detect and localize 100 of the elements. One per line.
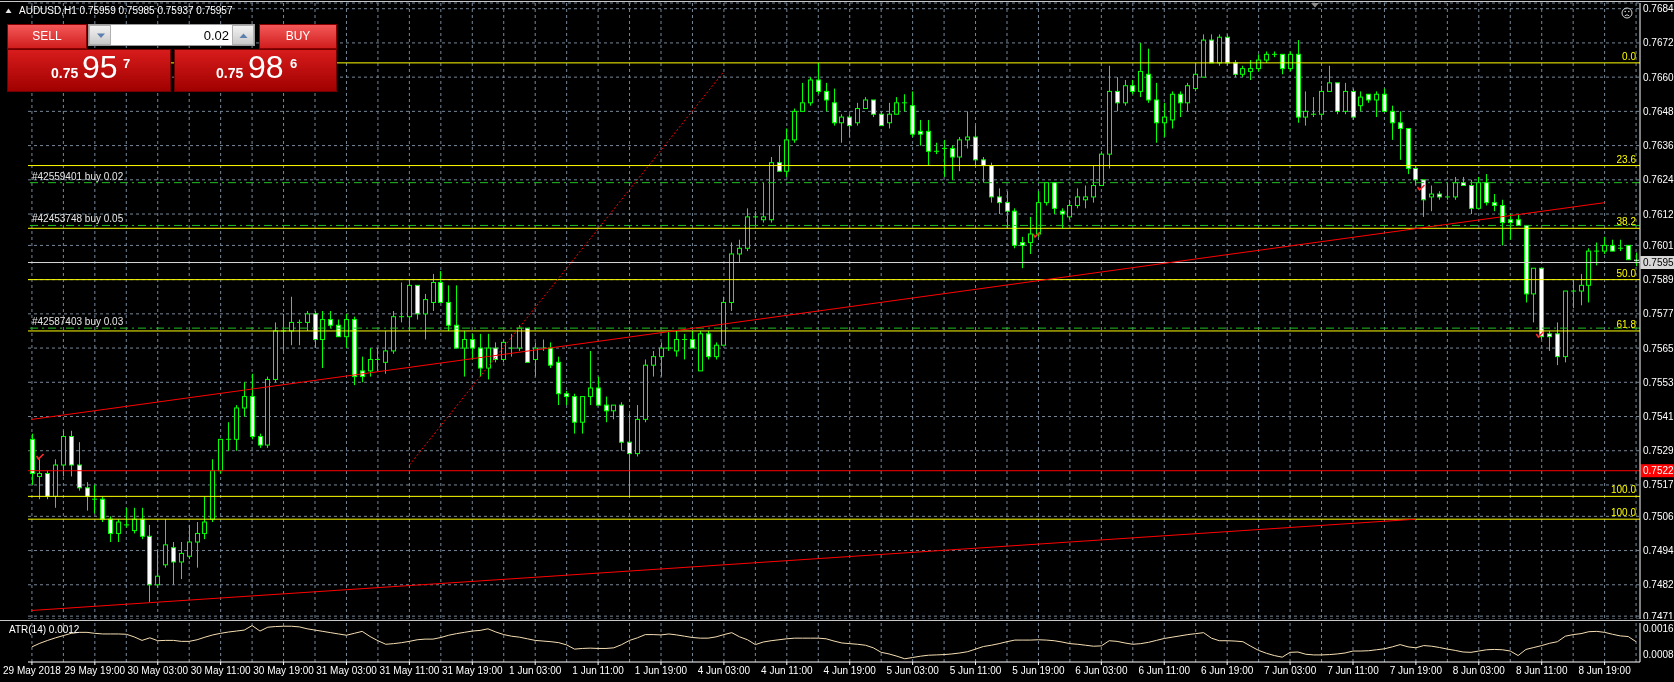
- candlestick: [1453, 176, 1458, 201]
- candlestick: [1060, 207, 1065, 229]
- x-tick-label: 5 Jun 19:00: [1012, 665, 1066, 677]
- candlestick: [438, 270, 443, 303]
- annotation: 95: [82, 49, 118, 85]
- candlestick: [1547, 330, 1552, 352]
- candlestick: [1319, 85, 1324, 118]
- annotation: BUY: [285, 29, 311, 43]
- candlestick: [454, 284, 459, 349]
- y-tick-label: 0.7684: [1643, 3, 1674, 15]
- ref-line-label: #42559401 buy 0.02: [32, 170, 124, 182]
- candlestick: [383, 330, 388, 375]
- candlestick: [1390, 105, 1395, 141]
- candlestick: [1594, 242, 1599, 266]
- candlestick: [548, 341, 553, 369]
- candlestick: [108, 515, 113, 543]
- candlestick: [1162, 102, 1167, 138]
- x-tick-label: 7 Jun 11:00: [1327, 665, 1380, 677]
- y-tick-label: 0.7482: [1643, 579, 1674, 591]
- candlestick: [132, 507, 137, 534]
- y-tick-label: 0.7612: [1643, 208, 1674, 220]
- x-tick-label: 6 Jun 03:00: [1075, 665, 1128, 677]
- x-tick-label: 31 May 19:00: [441, 665, 504, 677]
- x-tick-label: 1 Jun 03:00: [509, 665, 562, 677]
- x-tick-label: 30 May 11:00: [190, 665, 252, 677]
- candlestick: [1413, 165, 1418, 187]
- x-tick-label: 6 Jun 19:00: [1201, 665, 1254, 677]
- candlestick: [1020, 236, 1025, 269]
- candlestick: [965, 110, 970, 149]
- annotation: 7: [123, 56, 131, 71]
- candlestick: [77, 441, 82, 492]
- candlestick: [100, 495, 105, 523]
- annotation: 100.0: [1610, 507, 1637, 519]
- candlestick: [431, 273, 436, 312]
- candlestick: [92, 484, 97, 514]
- x-tick-label: 5 Jun 11:00: [949, 665, 1002, 677]
- candlestick: [1123, 79, 1128, 107]
- candlestick: [1185, 82, 1190, 112]
- candlestick: [839, 113, 844, 144]
- buy-price-box: 0.75 98 6: [174, 49, 337, 92]
- candlestick: [1382, 88, 1387, 112]
- x-tick-label: 4 Jun 19:00: [823, 665, 877, 677]
- candlestick: [478, 333, 483, 378]
- candlestick: [887, 102, 892, 129]
- candlestick: [934, 142, 939, 155]
- candlestick: [973, 125, 978, 167]
- candlestick: [124, 507, 129, 529]
- candlestick: [1618, 239, 1623, 252]
- y-tick-label: 0.0016: [1643, 623, 1674, 635]
- candlestick: [659, 341, 664, 378]
- x-tick-label: 29 May 2018: [3, 665, 62, 677]
- candlestick: [1398, 110, 1403, 161]
- candlestick: [1358, 90, 1363, 112]
- candlestick: [446, 284, 451, 332]
- candlestick: [1579, 273, 1584, 306]
- annotation: 0.75: [51, 65, 79, 81]
- x-tick-label: 1 Jun 11:00: [572, 665, 625, 677]
- candlestick: [942, 139, 947, 178]
- candlestick: [737, 239, 742, 264]
- candlestick: [462, 330, 467, 378]
- candlestick: [533, 341, 538, 378]
- candlestick: [1508, 213, 1513, 241]
- candlestick: [399, 281, 404, 323]
- candlestick: [1075, 187, 1080, 209]
- y-tick-label: 0.7636: [1643, 140, 1674, 152]
- candlestick: [816, 62, 821, 95]
- x-tick-label: 30 May 19:00: [253, 665, 315, 677]
- y-tick-label: 0.7648: [1643, 105, 1674, 117]
- candlestick: [1178, 90, 1183, 118]
- x-tick-label: 1 Jun 19:00: [634, 665, 688, 677]
- annotation: 23.6: [1616, 153, 1637, 165]
- candlestick: [140, 507, 145, 540]
- x-tick-label: 29 May 19:00: [64, 665, 126, 677]
- y-tick-label: 0.7601: [1643, 239, 1674, 251]
- y-tick-label: 0.7660: [1643, 71, 1674, 83]
- candlestick: [997, 187, 1002, 215]
- y-tick-label: 0.7541: [1643, 411, 1674, 423]
- candlestick: [1429, 185, 1434, 212]
- candlestick: [423, 293, 428, 341]
- candlestick: [800, 82, 805, 112]
- candlestick: [1091, 165, 1096, 204]
- y-tick-label: 0.7565: [1643, 342, 1674, 354]
- y-tick-label: 0.7506: [1643, 510, 1674, 522]
- chart-title: AUDUSD,H1 0.75959 0.75985 0.75937 0.75957: [19, 5, 233, 17]
- candlestick: [1500, 199, 1505, 246]
- y-tick-label: 0.7529: [1643, 445, 1674, 457]
- candlestick: [1374, 90, 1379, 118]
- candlestick: [847, 113, 852, 138]
- y-tick-label: 0.7471: [1643, 610, 1674, 622]
- candlestick: [596, 376, 601, 406]
- x-tick-label: 8 Jun 19:00: [1578, 665, 1632, 677]
- candlestick: [1209, 33, 1214, 64]
- candlestick: [116, 518, 121, 543]
- candlestick: [242, 381, 247, 418]
- y-tick-label: 0.7553: [1643, 376, 1674, 388]
- y-tick-label: 0.7577: [1643, 308, 1674, 320]
- candlestick: [1469, 179, 1474, 215]
- candlestick: [163, 518, 168, 569]
- annotation: 0.02: [203, 27, 229, 43]
- x-tick-label: 31 May 11:00: [379, 665, 440, 677]
